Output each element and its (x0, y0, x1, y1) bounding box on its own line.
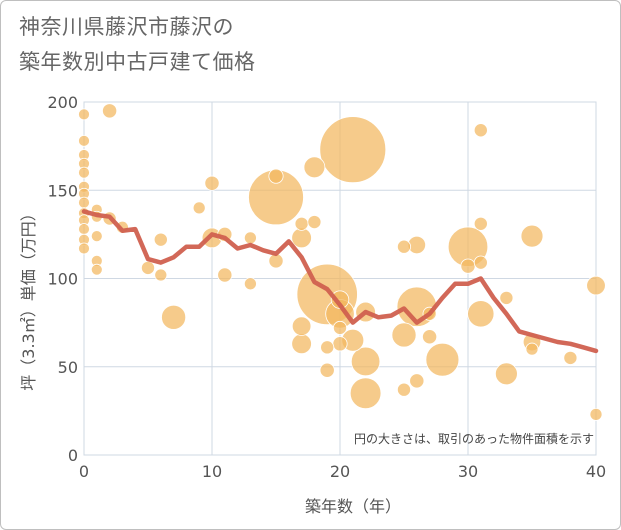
data-point-bubble (396, 239, 411, 254)
data-point-bubble (78, 223, 90, 235)
data-point-bubble (473, 255, 488, 270)
data-point-bubble (291, 316, 312, 336)
data-point-bubble (78, 108, 90, 121)
data-point-bubble (589, 407, 603, 421)
data-point-bubble (320, 340, 335, 355)
data-point-bubble (192, 201, 206, 215)
data-point-bubble (396, 382, 411, 397)
bubble-size-note: 円の大きさは、取引のあった物件面積を示す (354, 431, 594, 446)
data-point-bubble (243, 231, 257, 245)
data-point-bubble (78, 196, 90, 209)
data-point-bubble (520, 224, 544, 248)
data-point-bubble (303, 156, 326, 179)
x-tick-label: 20 (330, 462, 350, 481)
chart-title: 神奈川県藤沢市藤沢の 築年数別中古戸建て価格 (19, 10, 256, 80)
average-price-line (81, 209, 599, 354)
data-point-bubble (473, 216, 488, 231)
y-tick-label: 50 (58, 358, 78, 377)
data-point-bubble (291, 227, 312, 249)
data-point-bubble (332, 336, 348, 352)
data-point-bubble (499, 290, 514, 305)
data-point-bubble (391, 322, 417, 348)
y-tick-label: 0 (68, 446, 78, 465)
data-point-bubble (140, 260, 155, 275)
data-point-bubble (78, 166, 90, 179)
data-point-bubble (349, 377, 382, 410)
data-point-bubble (90, 230, 103, 243)
data-point-bubble (161, 304, 187, 330)
data-point-bubble (319, 362, 335, 378)
data-point-bubble (268, 168, 284, 184)
data-point-bubble (494, 362, 518, 386)
data-point-bubble (332, 320, 347, 335)
chart-title-line-1: 神奈川県藤沢市藤沢の (19, 15, 234, 39)
y-tick-label: 100 (47, 270, 78, 289)
data-point-bubble (153, 232, 168, 247)
data-point-bubble (291, 333, 312, 355)
y-tick-label: 200 (47, 93, 78, 112)
data-point-bubble (460, 258, 476, 274)
data-point-bubble (217, 267, 233, 283)
x-tick-label: 10 (202, 462, 222, 481)
data-point-bubble (319, 116, 387, 184)
y-axis-label: 坪（3.3㎡）単価（万円） (19, 205, 38, 390)
average-line-series (81, 209, 599, 354)
data-point-bubble (78, 242, 90, 255)
data-point-bubble (467, 300, 495, 328)
data-point-bubble (243, 277, 257, 291)
axis-ticks: 0 10 20 30 40 0 50 100 150 200 (47, 93, 606, 481)
data-point-bubble (586, 275, 606, 296)
data-point-bubble (204, 175, 220, 191)
x-axis-label: 築年数（年） (305, 497, 401, 516)
data-point-bubble (90, 263, 103, 276)
x-tick-label: 30 (458, 462, 478, 481)
y-tick-label: 150 (47, 181, 78, 200)
x-tick-label: 40 (586, 462, 606, 481)
data-point-bubble (350, 346, 381, 377)
data-point-bubble (154, 268, 168, 282)
data-point-bubble (563, 350, 578, 365)
chart-title-line-2: 築年数別中古戸建て価格 (19, 50, 256, 74)
data-point-bubble (78, 134, 90, 147)
data-point-bubble (307, 215, 322, 230)
data-point-bubble (473, 123, 488, 138)
data-point-bubble (102, 103, 118, 119)
data-point-bubble (409, 373, 425, 389)
data-point-bubble (525, 342, 539, 356)
data-point-bubble (294, 216, 309, 231)
data-point-bubble (425, 342, 460, 377)
data-point-bubble (422, 329, 438, 345)
x-tick-label: 0 (79, 462, 89, 481)
